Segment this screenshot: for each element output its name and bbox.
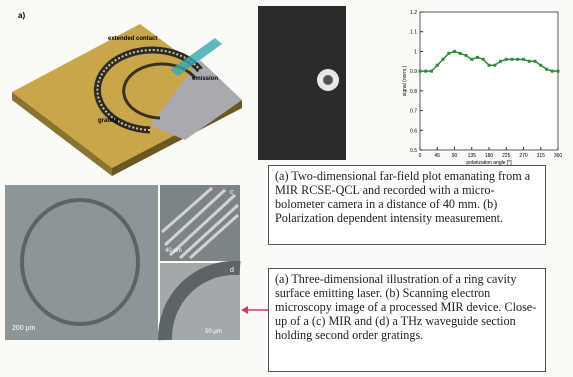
x-tick-label: 315 <box>537 153 546 159</box>
point <box>442 58 445 61</box>
x-tick-label: 45 <box>434 153 440 159</box>
point <box>476 56 479 59</box>
y-tick-label: 0.9 <box>410 69 417 75</box>
beam-center <box>323 75 333 85</box>
panel-label: d <box>230 267 234 274</box>
caption: (a) Three-dimensional illustration of a … <box>268 268 546 372</box>
y-tick-label: 0.7 <box>410 109 417 115</box>
point <box>430 70 433 73</box>
point <box>528 60 531 63</box>
x-tick-label: 90 <box>452 153 458 159</box>
point <box>557 70 560 73</box>
x-tick-label: 135 <box>468 153 477 159</box>
plot-area <box>420 12 558 150</box>
point <box>551 70 554 73</box>
panel-label: c <box>230 189 234 196</box>
point <box>436 64 439 67</box>
point <box>516 58 519 61</box>
caption: (a) Two-dimensional far-field plot emana… <box>268 165 546 245</box>
point <box>499 60 502 63</box>
y-tick-label: 1.1 <box>410 30 417 36</box>
scale-bar: 50 µm <box>205 329 222 335</box>
page: a) extended contact emission grating 200… <box>0 0 573 377</box>
point <box>539 64 542 67</box>
sem-image <box>5 185 158 340</box>
y-tick-label: 0.5 <box>410 148 417 154</box>
point <box>534 60 537 63</box>
x-tick-label: 180 <box>485 153 494 159</box>
point <box>488 64 491 67</box>
point <box>419 70 422 73</box>
point <box>459 52 462 55</box>
x-tick-label: 225 <box>502 153 511 159</box>
point <box>493 64 496 67</box>
y-tick-label: 1 <box>414 49 417 55</box>
y-tick-label: 0.6 <box>410 128 417 134</box>
point <box>470 58 473 61</box>
x-tick-label: 0 <box>419 153 422 159</box>
x-tick-label: 270 <box>519 153 528 159</box>
panel-label: a) <box>18 11 25 20</box>
arrow-head <box>241 306 248 314</box>
x-tick-label: 360 <box>554 153 563 159</box>
point <box>424 70 427 73</box>
label: grating <box>98 118 119 124</box>
point <box>511 58 514 61</box>
label: extended contact <box>108 36 157 42</box>
point <box>505 58 508 61</box>
point <box>465 54 468 57</box>
point <box>522 58 525 61</box>
scale-bar: 40 µm <box>165 248 182 254</box>
y-tick-label: 0.8 <box>410 89 417 95</box>
point <box>447 52 450 55</box>
label: emission <box>192 76 218 82</box>
y-tick-label: 1.2 <box>410 10 417 16</box>
point <box>545 68 548 71</box>
scale-bar: 200 µm <box>12 325 36 332</box>
point <box>482 58 485 61</box>
y-axis-title: signal (norm.) <box>402 65 408 96</box>
point <box>453 50 456 53</box>
